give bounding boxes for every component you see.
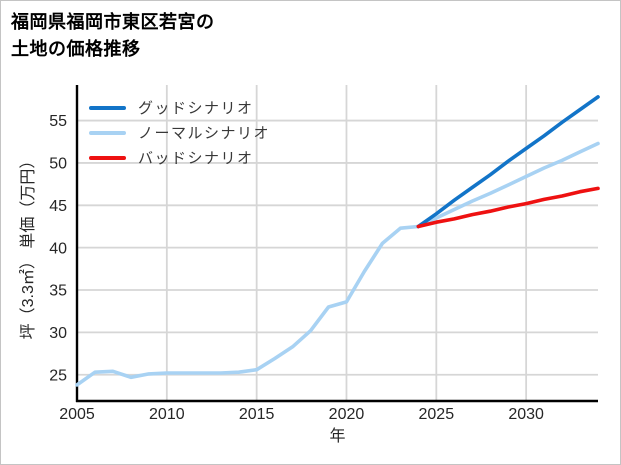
- legend-item-normal: ノーマルシナリオ: [89, 120, 270, 145]
- x-tick-label: 2005: [59, 406, 95, 423]
- y-tick-label: 35: [49, 283, 67, 300]
- chart-title-line2: 土地の価格推移: [11, 39, 141, 59]
- x-tick-label: 2030: [508, 406, 544, 423]
- y-tick-label: 40: [49, 240, 67, 257]
- y-axis-label: 坪（3.3㎡） 単価（万円）: [19, 153, 37, 340]
- y-tick-label: 30: [49, 325, 67, 342]
- legend-label-bad: バッドシナリオ: [138, 150, 254, 167]
- legend-label-good: グッドシナリオ: [138, 100, 254, 117]
- legend: グッドシナリオ ノーマルシナリオ バッドシナリオ: [89, 95, 270, 170]
- good-scenario-line-swatch: [89, 105, 126, 110]
- x-tick-label: 2010: [149, 406, 185, 423]
- legend-label-normal: ノーマルシナリオ: [138, 125, 271, 142]
- legend-item-good: グッドシナリオ: [89, 95, 270, 120]
- x-axis-label: 年: [329, 427, 345, 445]
- y-tick-label: 45: [49, 198, 67, 215]
- chart-title-line1: 福岡県福岡市東区若宮の: [11, 12, 215, 32]
- series-line-bad: [416, 186, 600, 229]
- series-line-normal: [75, 141, 600, 387]
- legend-item-bad: バッドシナリオ: [89, 145, 270, 170]
- y-tick-label: 55: [49, 113, 67, 130]
- normal-scenario-line-swatch: [89, 130, 126, 135]
- x-tick-label: 2015: [239, 406, 275, 423]
- x-tick-label: 2025: [419, 406, 455, 423]
- x-tick-label: 2020: [329, 406, 365, 423]
- y-tick-label: 25: [49, 367, 67, 384]
- series-line-good: [416, 95, 600, 229]
- chart-title: 福岡県福岡市東区若宮の 土地の価格推移: [11, 9, 215, 63]
- bad-scenario-line-swatch: [89, 155, 126, 160]
- y-tick-label: 50: [49, 156, 67, 173]
